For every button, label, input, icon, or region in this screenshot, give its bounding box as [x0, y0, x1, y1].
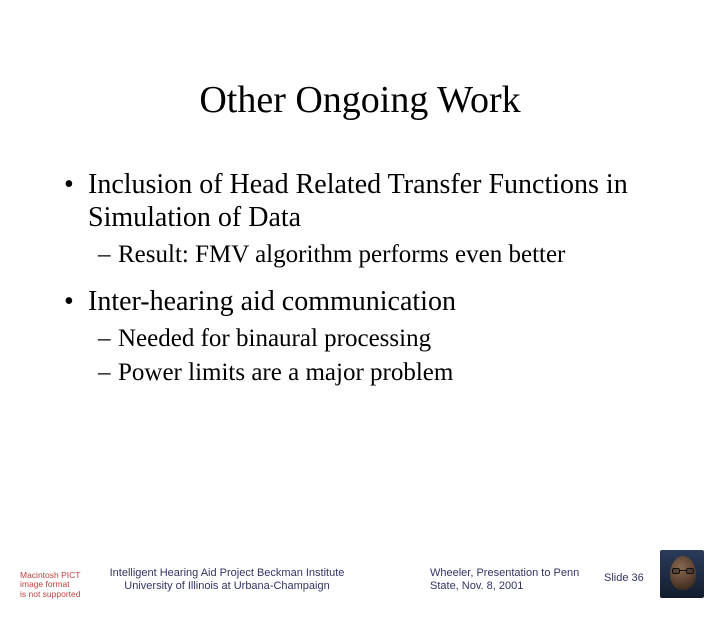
bullet-marker: •: [64, 168, 88, 234]
footer-line: State, Nov. 8, 2001: [430, 580, 590, 594]
pict-line: is not supported: [20, 590, 82, 600]
slide-footer: Macintosh PICT image format is not suppo…: [0, 544, 720, 604]
footer-line: Wheeler, Presentation to Penn: [430, 567, 590, 581]
slide-title: Other Ongoing Work: [0, 78, 720, 122]
pict-placeholder: Macintosh PICT image format is not suppo…: [20, 571, 82, 600]
glasses-icon: [672, 568, 694, 574]
footer-slide-number: Slide 36: [604, 572, 644, 584]
bullet-text: Result: FMV algorithm performs even bett…: [118, 240, 680, 271]
slide-content: • Inclusion of Head Related Transfer Fun…: [64, 168, 680, 389]
bullet-marker: –: [98, 324, 118, 355]
bullet-item: • Inter-hearing aid communication: [64, 285, 680, 318]
bullet-marker: –: [98, 358, 118, 389]
pict-line: Macintosh PICT: [20, 571, 82, 581]
slide: Other Ongoing Work • Inclusion of Head R…: [0, 78, 720, 618]
footer-presentation-info: Wheeler, Presentation to Penn State, Nov…: [430, 567, 590, 595]
glasses-lens: [686, 568, 694, 574]
bullet-item: – Result: FMV algorithm performs even be…: [98, 240, 680, 271]
bullet-text: Needed for binaural processing: [118, 324, 680, 355]
pict-line: image format: [20, 580, 82, 590]
spacer: [64, 275, 680, 285]
footer-affiliation: Intelligent Hearing Aid Project Beckman …: [102, 567, 352, 595]
glasses-lens: [672, 568, 680, 574]
bullet-text: Power limits are a major problem: [118, 358, 680, 389]
bullet-marker: –: [98, 240, 118, 271]
bullet-marker: •: [64, 285, 88, 318]
bullet-text: Inclusion of Head Related Transfer Funct…: [88, 168, 680, 234]
bullet-item: – Needed for binaural processing: [98, 324, 680, 355]
footer-line: Intelligent Hearing Aid Project Beckman …: [102, 567, 352, 581]
bullet-text: Inter-hearing aid communication: [88, 285, 680, 318]
head-graphic: [660, 550, 704, 598]
bullet-item: • Inclusion of Head Related Transfer Fun…: [64, 168, 680, 234]
bullet-item: – Power limits are a major problem: [98, 358, 680, 389]
footer-line: University of Illinois at Urbana-Champai…: [102, 580, 352, 594]
